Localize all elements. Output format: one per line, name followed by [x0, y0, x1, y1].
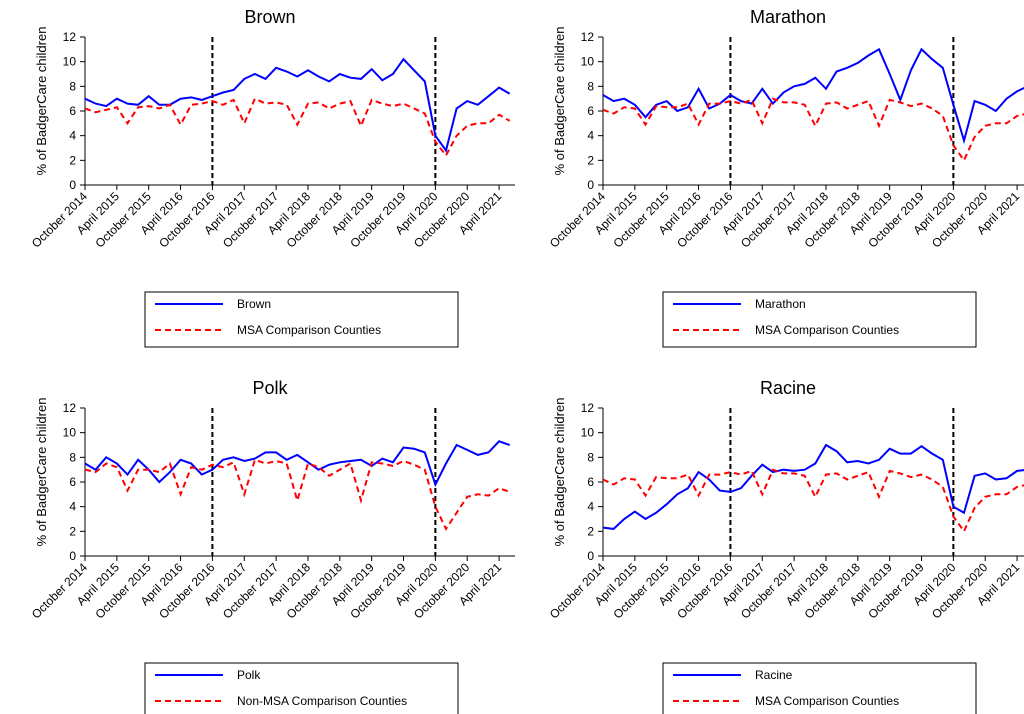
y-tick-label: 10: [581, 426, 595, 440]
y-tick-label: 2: [69, 153, 76, 167]
legend: [144, 291, 459, 348]
y-tick-label: 8: [69, 450, 76, 464]
y-axis-label: % of BadgerCare children: [34, 27, 49, 176]
legend: [662, 291, 977, 348]
data-line: [84, 97, 511, 158]
panel: Brown% of BadgerCare children024681012Oc…: [29, 7, 515, 348]
y-tick-label: 8: [69, 79, 76, 93]
panel-title: Racine: [760, 378, 816, 398]
y-tick-label: 0: [69, 549, 76, 563]
legend: [144, 662, 459, 714]
y-tick-label: 10: [63, 55, 77, 69]
panel-title: Marathon: [750, 7, 826, 27]
y-tick-label: 4: [587, 129, 594, 143]
legend-label: Brown: [237, 297, 271, 311]
y-tick-label: 10: [63, 426, 77, 440]
panel: Polk% of BadgerCare children024681012Oct…: [29, 378, 515, 714]
legend-label: MSA Comparison Counties: [755, 694, 899, 708]
legend-label: Polk: [237, 668, 261, 682]
y-tick-label: 4: [69, 129, 76, 143]
y-tick-label: 12: [63, 30, 77, 44]
y-tick-label: 12: [581, 30, 595, 44]
panel: Racine% of BadgerCare children024681012O…: [547, 378, 1024, 714]
y-axis-label: % of BadgerCare children: [34, 398, 49, 547]
y-tick-label: 6: [587, 475, 594, 489]
y-tick-label: 0: [587, 549, 594, 563]
y-axis-label: % of BadgerCare children: [552, 27, 567, 176]
y-tick-label: 4: [587, 500, 594, 514]
y-tick-label: 4: [69, 500, 76, 514]
data-line: [602, 443, 1024, 530]
y-tick-label: 10: [581, 55, 595, 69]
legend-label: Non-MSA Comparison Counties: [237, 694, 407, 708]
legend-label: Marathon: [755, 297, 806, 311]
y-tick-label: 12: [63, 401, 77, 415]
panel-title: Polk: [252, 378, 288, 398]
y-tick-label: 8: [587, 79, 594, 93]
data-line: [602, 97, 1024, 163]
y-axis-label: % of BadgerCare children: [552, 398, 567, 547]
y-tick-label: 0: [69, 178, 76, 192]
panel: Marathon % of BadgerCare children 0 2 4 6 8 10 1…: [547, 7, 1024, 348]
data-line: [84, 458, 511, 531]
y-tick-label: 6: [69, 475, 76, 489]
panel-title: Brown: [244, 7, 295, 27]
data-line: [602, 468, 1024, 534]
y-tick-label: 12: [581, 401, 595, 415]
legend: [662, 662, 977, 714]
y-tick-label: 6: [587, 104, 594, 118]
data-line: [84, 440, 511, 488]
data-line: [84, 57, 511, 153]
y-tick-label: 8: [587, 450, 594, 464]
y-tick-label: 2: [69, 524, 76, 538]
legend-label: MSA Comparison Counties: [755, 323, 899, 337]
y-tick-label: 2: [587, 153, 594, 167]
legend-label: Racine: [755, 668, 793, 682]
data-line: [602, 47, 1024, 145]
y-tick-label: 2: [587, 524, 594, 538]
y-tick-label: 0: [587, 178, 594, 192]
legend-label: MSA Comparison Counties: [237, 323, 381, 337]
y-tick-label: 6: [69, 104, 76, 118]
